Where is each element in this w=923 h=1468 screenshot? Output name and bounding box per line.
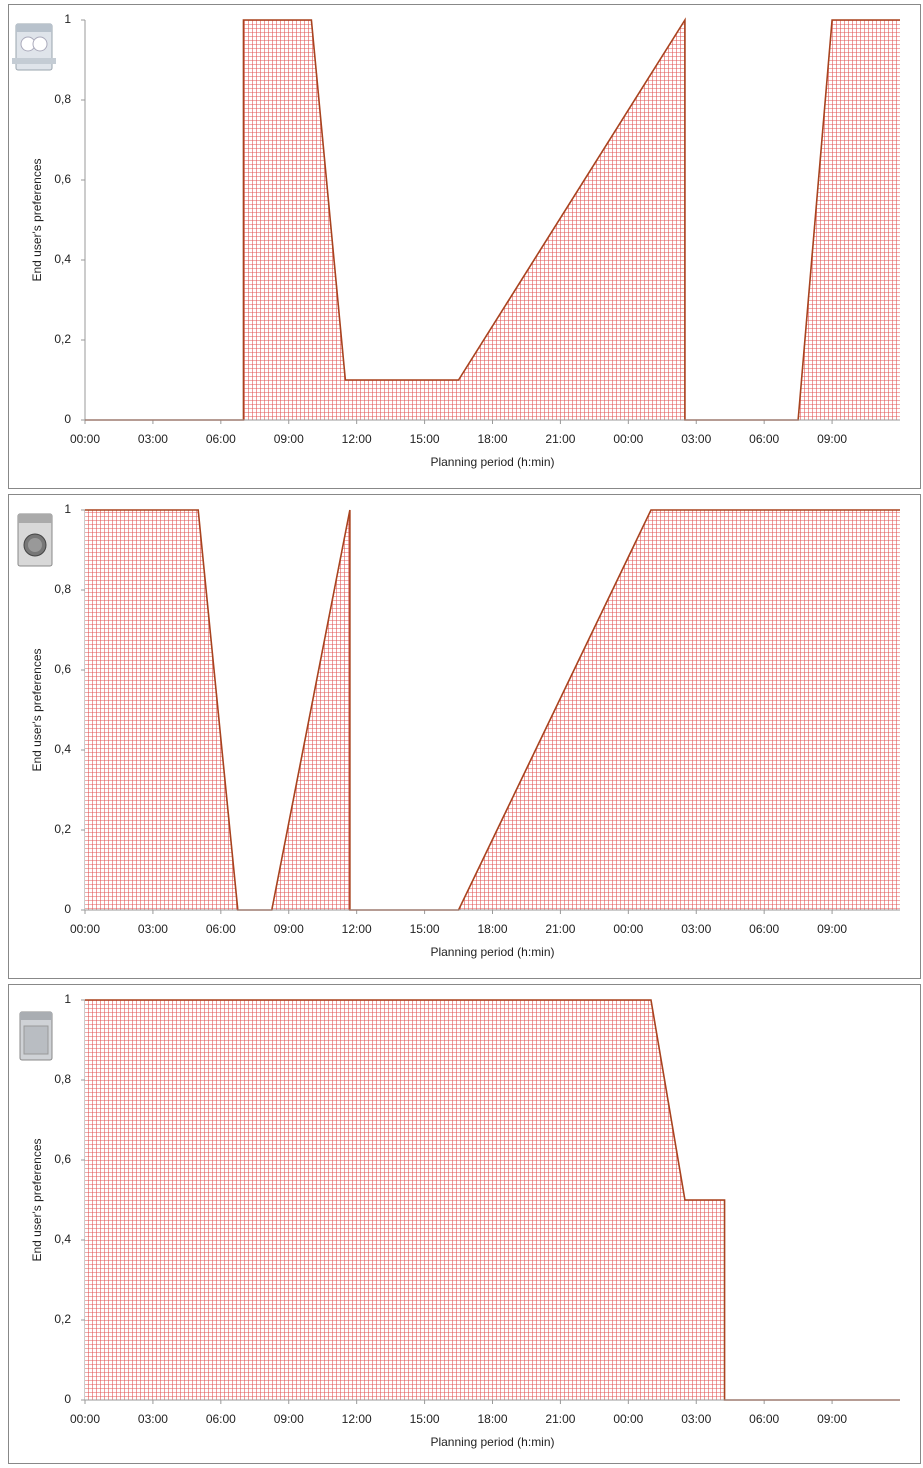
y-tick-label: 0,2 <box>54 822 71 836</box>
x-tick-label: 03:00 <box>681 432 711 446</box>
x-tick-label: 09:00 <box>817 432 847 446</box>
x-tick-label: 00:00 <box>70 922 100 936</box>
y-axis-title: End user's preferences <box>30 648 44 771</box>
y-tick-label: 0,8 <box>54 92 71 106</box>
x-tick-label: 00:00 <box>613 432 643 446</box>
x-tick-label: 06:00 <box>206 922 236 936</box>
x-tick-label: 00:00 <box>613 1412 643 1426</box>
x-tick-label: 15:00 <box>410 432 440 446</box>
washing-machine-icon <box>18 514 52 566</box>
y-tick-label: 0 <box>64 902 71 916</box>
y-axis-title: End user's preferences <box>30 1138 44 1261</box>
x-tick-label: 06:00 <box>206 432 236 446</box>
y-tick-label: 0,8 <box>54 1072 71 1086</box>
y-tick-label: 0,6 <box>54 172 71 186</box>
x-tick-label: 09:00 <box>274 1412 304 1426</box>
y-tick-label: 0,4 <box>54 742 71 756</box>
y-tick-label: 0,4 <box>54 1232 71 1246</box>
x-tick-label: 03:00 <box>138 1412 168 1426</box>
x-tick-label: 21:00 <box>545 922 575 936</box>
y-tick-label: 0,6 <box>54 1152 71 1166</box>
y-tick-label: 0,2 <box>54 1312 71 1326</box>
x-tick-label: 18:00 <box>477 922 507 936</box>
x-axis-title: Planning period (h:min) <box>430 455 554 469</box>
x-tick-label: 15:00 <box>410 1412 440 1426</box>
x-tick-label: 09:00 <box>274 922 304 936</box>
x-tick-label: 06:00 <box>749 1412 779 1426</box>
x-tick-label: 06:00 <box>749 432 779 446</box>
x-tick-label: 03:00 <box>681 1412 711 1426</box>
x-tick-label: 09:00 <box>274 432 304 446</box>
x-tick-label: 09:00 <box>817 1412 847 1426</box>
y-tick-label: 0,8 <box>54 582 71 596</box>
x-tick-label: 00:00 <box>70 1412 100 1426</box>
x-tick-label: 06:00 <box>206 1412 236 1426</box>
x-tick-label: 15:00 <box>410 922 440 936</box>
dishwasher-icon <box>12 24 56 70</box>
y-tick-label: 1 <box>64 12 71 26</box>
x-tick-label: 12:00 <box>342 922 372 936</box>
x-tick-label: 00:00 <box>70 432 100 446</box>
x-tick-label: 18:00 <box>477 432 507 446</box>
x-tick-label: 03:00 <box>681 922 711 936</box>
y-tick-label: 0,4 <box>54 252 71 266</box>
x-axis-title: Planning period (h:min) <box>430 945 554 959</box>
x-tick-label: 12:00 <box>342 1412 372 1426</box>
x-tick-label: 00:00 <box>613 922 643 936</box>
y-tick-label: 1 <box>64 502 71 516</box>
x-axis-title: Planning period (h:min) <box>430 1435 554 1449</box>
y-tick-label: 0,6 <box>54 662 71 676</box>
x-tick-label: 21:00 <box>545 432 575 446</box>
y-tick-label: 0,2 <box>54 332 71 346</box>
x-tick-label: 06:00 <box>749 922 779 936</box>
y-tick-label: 0 <box>64 1392 71 1406</box>
x-tick-label: 03:00 <box>138 922 168 936</box>
figure: 0 0,2 0,4 0,6 0,8 1 00:00 03:00 06:00 09:00 12:00 1… <box>0 0 923 1468</box>
x-tick-label: 03:00 <box>138 432 168 446</box>
x-tick-label: 18:00 <box>477 1412 507 1426</box>
y-axis-title: End user's preferences <box>30 158 44 281</box>
x-tick-label: 09:00 <box>817 922 847 936</box>
y-tick-label: 1 <box>64 992 71 1006</box>
y-tick-label: 0 <box>64 412 71 426</box>
x-tick-label: 12:00 <box>342 432 372 446</box>
x-tick-label: 21:00 <box>545 1412 575 1426</box>
dryer-icon <box>20 1012 52 1060</box>
